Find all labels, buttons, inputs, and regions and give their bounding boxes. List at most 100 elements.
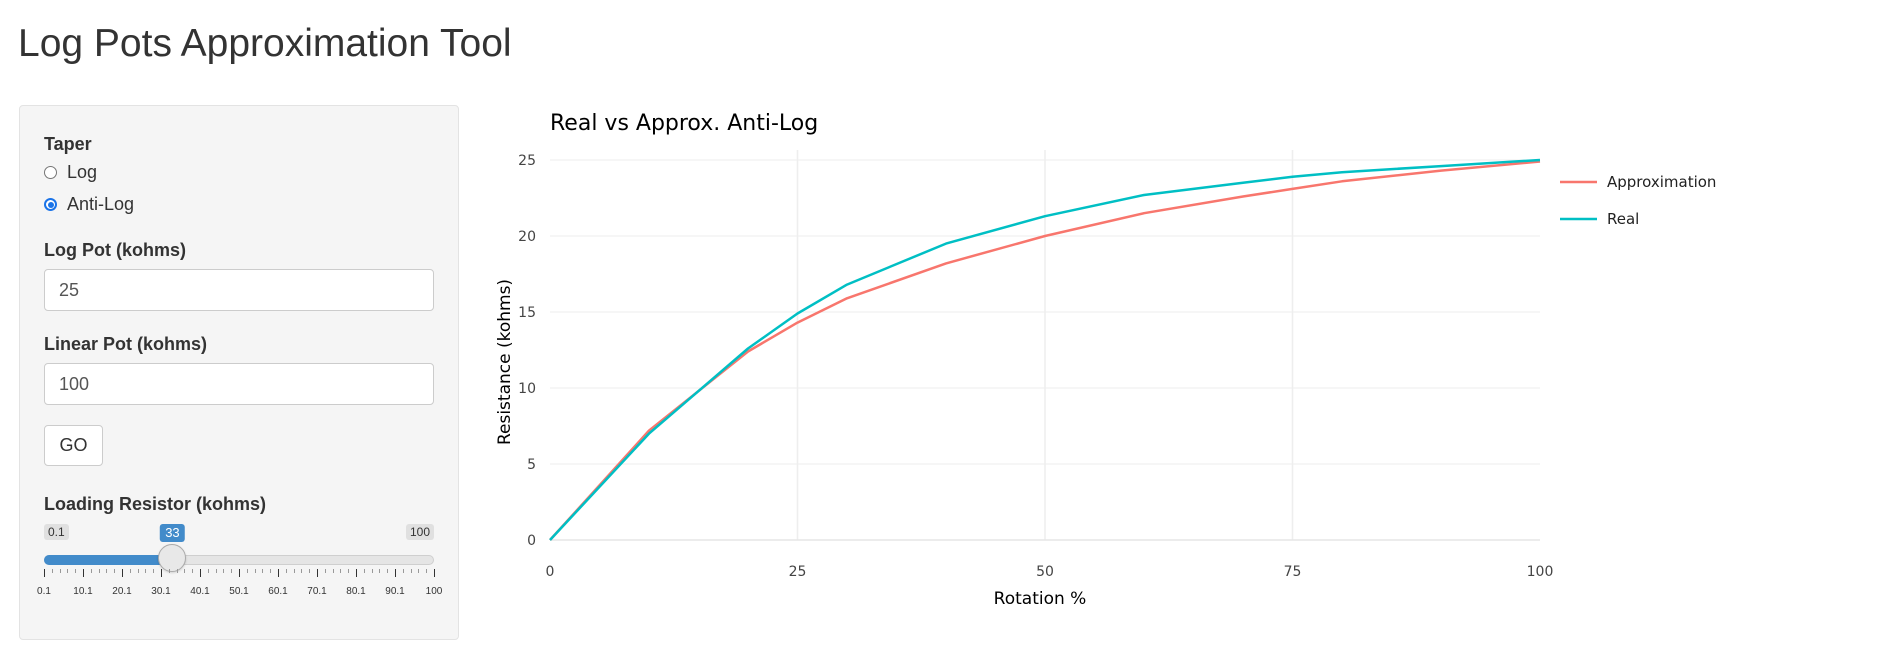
slider-tick-label: 60.1	[268, 586, 288, 597]
slider-minor-tick	[426, 569, 428, 573]
slider-minor-tick	[246, 569, 248, 573]
slider-minor-tick	[387, 569, 389, 573]
slider-major-tick	[434, 569, 435, 577]
slider-minor-tick	[75, 569, 77, 573]
y-tick-label: 25	[518, 153, 536, 169]
slider-minor-tick	[379, 569, 381, 573]
slider-minor-tick	[301, 569, 303, 573]
page-title: Log Pots Approximation Tool	[18, 22, 512, 65]
chart-title: Real vs Approx. Anti-Log	[550, 111, 818, 136]
slider-major-tick	[44, 569, 45, 577]
slider-tick-label: 90.1	[385, 586, 405, 597]
slider-minor-tick	[184, 569, 186, 573]
slider-minor-tick	[254, 569, 256, 573]
y-tick-label: 5	[527, 457, 536, 473]
slider-tick-label: 0.1	[37, 586, 51, 597]
slider-minor-tick	[192, 569, 194, 573]
y-tick-label: 15	[518, 305, 536, 321]
y-tick-label: 10	[518, 381, 536, 397]
slider-minor-tick	[223, 569, 225, 573]
x-tick-label: 75	[1284, 564, 1302, 580]
slider-major-tick	[239, 569, 240, 577]
slider-minor-tick	[402, 569, 404, 573]
y-axis-label: Resistance (kohms)	[495, 279, 515, 445]
slider-minor-tick	[51, 569, 53, 573]
loading-resistor-slider-handle[interactable]	[158, 544, 187, 572]
slider-minor-tick	[137, 569, 139, 573]
slider-min-label: 0.1	[44, 524, 69, 540]
slider-minor-tick	[67, 569, 69, 573]
sidebar-panel: Taper Log Anti-Log Log Pot (kohms) Linea…	[19, 105, 459, 640]
slider-minor-tick	[98, 569, 100, 573]
slider-minor-tick	[410, 569, 412, 573]
slider-tick-label: 40.1	[190, 586, 210, 597]
y-tick-label: 0	[527, 533, 536, 549]
radio-anti-log[interactable]	[44, 198, 57, 211]
slider-minor-tick	[176, 569, 178, 573]
series-line-approximation	[549, 160, 1541, 541]
slider-minor-tick	[231, 569, 233, 573]
legend-label-real: Real	[1607, 210, 1639, 228]
linear-pot-input[interactable]	[44, 363, 434, 405]
radio-log[interactable]	[44, 166, 57, 179]
slider-minor-tick	[324, 569, 326, 573]
slider-minor-tick	[348, 569, 350, 573]
slider-minor-tick	[106, 569, 108, 573]
slider-minor-tick	[270, 569, 272, 573]
slider-major-tick	[83, 569, 84, 577]
slider-major-tick	[200, 569, 201, 577]
slider-minor-tick	[340, 569, 342, 573]
slider-tick-label: 70.1	[307, 586, 327, 597]
slider-minor-tick	[145, 569, 147, 573]
slider-major-tick	[122, 569, 123, 577]
slider-value-label: 33	[160, 524, 185, 542]
slider-tick-label: 30.1	[151, 586, 171, 597]
slider-minor-tick	[207, 569, 209, 573]
legend-label-approximation: Approximation	[1607, 173, 1716, 191]
log-pot-input[interactable]	[44, 269, 434, 311]
slider-minor-tick	[215, 569, 217, 573]
slider-tick-label: 50.1	[229, 586, 249, 597]
slider-minor-tick	[418, 569, 420, 573]
slider-major-tick	[278, 569, 279, 577]
slider-tick-label: 20.1	[112, 586, 132, 597]
x-axis-label: Rotation %	[994, 589, 1087, 609]
slider-minor-tick	[90, 569, 92, 573]
linear-pot-label: Linear Pot (kohms)	[44, 334, 208, 354]
taper-label: Taper	[44, 134, 92, 154]
slider-minor-tick	[332, 569, 334, 573]
x-tick-label: 25	[789, 564, 807, 580]
slider-minor-tick	[371, 569, 373, 573]
slider-minor-tick	[363, 569, 365, 573]
slider-tick-label: 10.1	[73, 586, 93, 597]
go-button[interactable]: GO	[44, 425, 103, 466]
x-tick-label: 50	[1036, 564, 1054, 580]
y-tick-label: 20	[518, 229, 536, 245]
slider-tick-label: 80.1	[346, 586, 366, 597]
log-pot-label: Log Pot (kohms)	[44, 240, 186, 260]
slider-major-tick	[395, 569, 396, 577]
loading-resistor-label: Loading Resistor (kohms)	[44, 494, 267, 514]
slider-minor-tick	[59, 569, 61, 573]
slider-minor-tick	[168, 569, 170, 573]
slider-minor-tick	[285, 569, 287, 573]
slider-minor-tick	[153, 569, 155, 573]
series-line-real	[549, 158, 1541, 541]
taper-option-log-label: Log	[67, 162, 98, 182]
x-tick-label: 0	[546, 564, 555, 580]
loading-resistor-slider-fill	[44, 555, 173, 565]
slider-minor-tick	[309, 569, 311, 573]
slider-minor-tick	[293, 569, 295, 573]
slider-tick-label: 100	[425, 586, 443, 597]
x-tick-label: 100	[1527, 564, 1554, 580]
slider-major-tick	[356, 569, 357, 577]
chart: 0 5 10 15 20 25 0 25 50 75 100 Approximation Real R…	[495, 111, 1716, 609]
slider-major-tick	[161, 569, 162, 577]
taper-option-log[interactable]: Log	[44, 162, 97, 183]
taper-option-anti-log[interactable]: Anti-Log	[44, 194, 134, 215]
slider-minor-tick	[262, 569, 264, 573]
slider-ticks: 0.1 10.1 20.1 30.1 40.1 50.1 60.1 70.1 80.1 90.1 1…	[37, 566, 442, 597]
slider-minor-tick	[114, 569, 116, 573]
slider-minor-tick	[129, 569, 131, 573]
slider-major-tick	[317, 569, 318, 577]
